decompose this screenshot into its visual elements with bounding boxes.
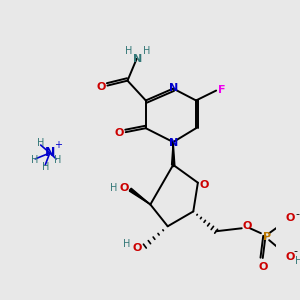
- Text: H: H: [42, 162, 49, 172]
- Text: H: H: [110, 183, 118, 193]
- Text: H: H: [295, 256, 300, 266]
- Text: O: O: [133, 243, 142, 253]
- Text: H: H: [31, 155, 38, 165]
- Text: H: H: [125, 46, 132, 56]
- Text: H: H: [123, 239, 130, 249]
- Text: N: N: [169, 138, 178, 148]
- Text: F: F: [218, 85, 225, 94]
- Text: O: O: [258, 262, 267, 272]
- Text: O: O: [242, 221, 252, 231]
- Text: O: O: [200, 180, 209, 190]
- Polygon shape: [172, 142, 175, 165]
- Text: O: O: [286, 252, 295, 262]
- Text: O: O: [115, 128, 124, 138]
- Text: O: O: [96, 82, 106, 92]
- Polygon shape: [129, 188, 150, 205]
- Text: +: +: [54, 140, 62, 150]
- Text: N: N: [45, 146, 55, 160]
- Text: H: H: [54, 155, 62, 165]
- Text: H: H: [143, 46, 150, 56]
- Text: -: -: [296, 209, 299, 219]
- Text: O: O: [119, 183, 128, 193]
- Text: -: -: [294, 246, 298, 256]
- Text: H: H: [37, 138, 44, 148]
- Text: N: N: [133, 54, 142, 64]
- Text: N: N: [169, 82, 178, 93]
- Text: P: P: [263, 232, 272, 242]
- Text: O: O: [286, 213, 295, 224]
